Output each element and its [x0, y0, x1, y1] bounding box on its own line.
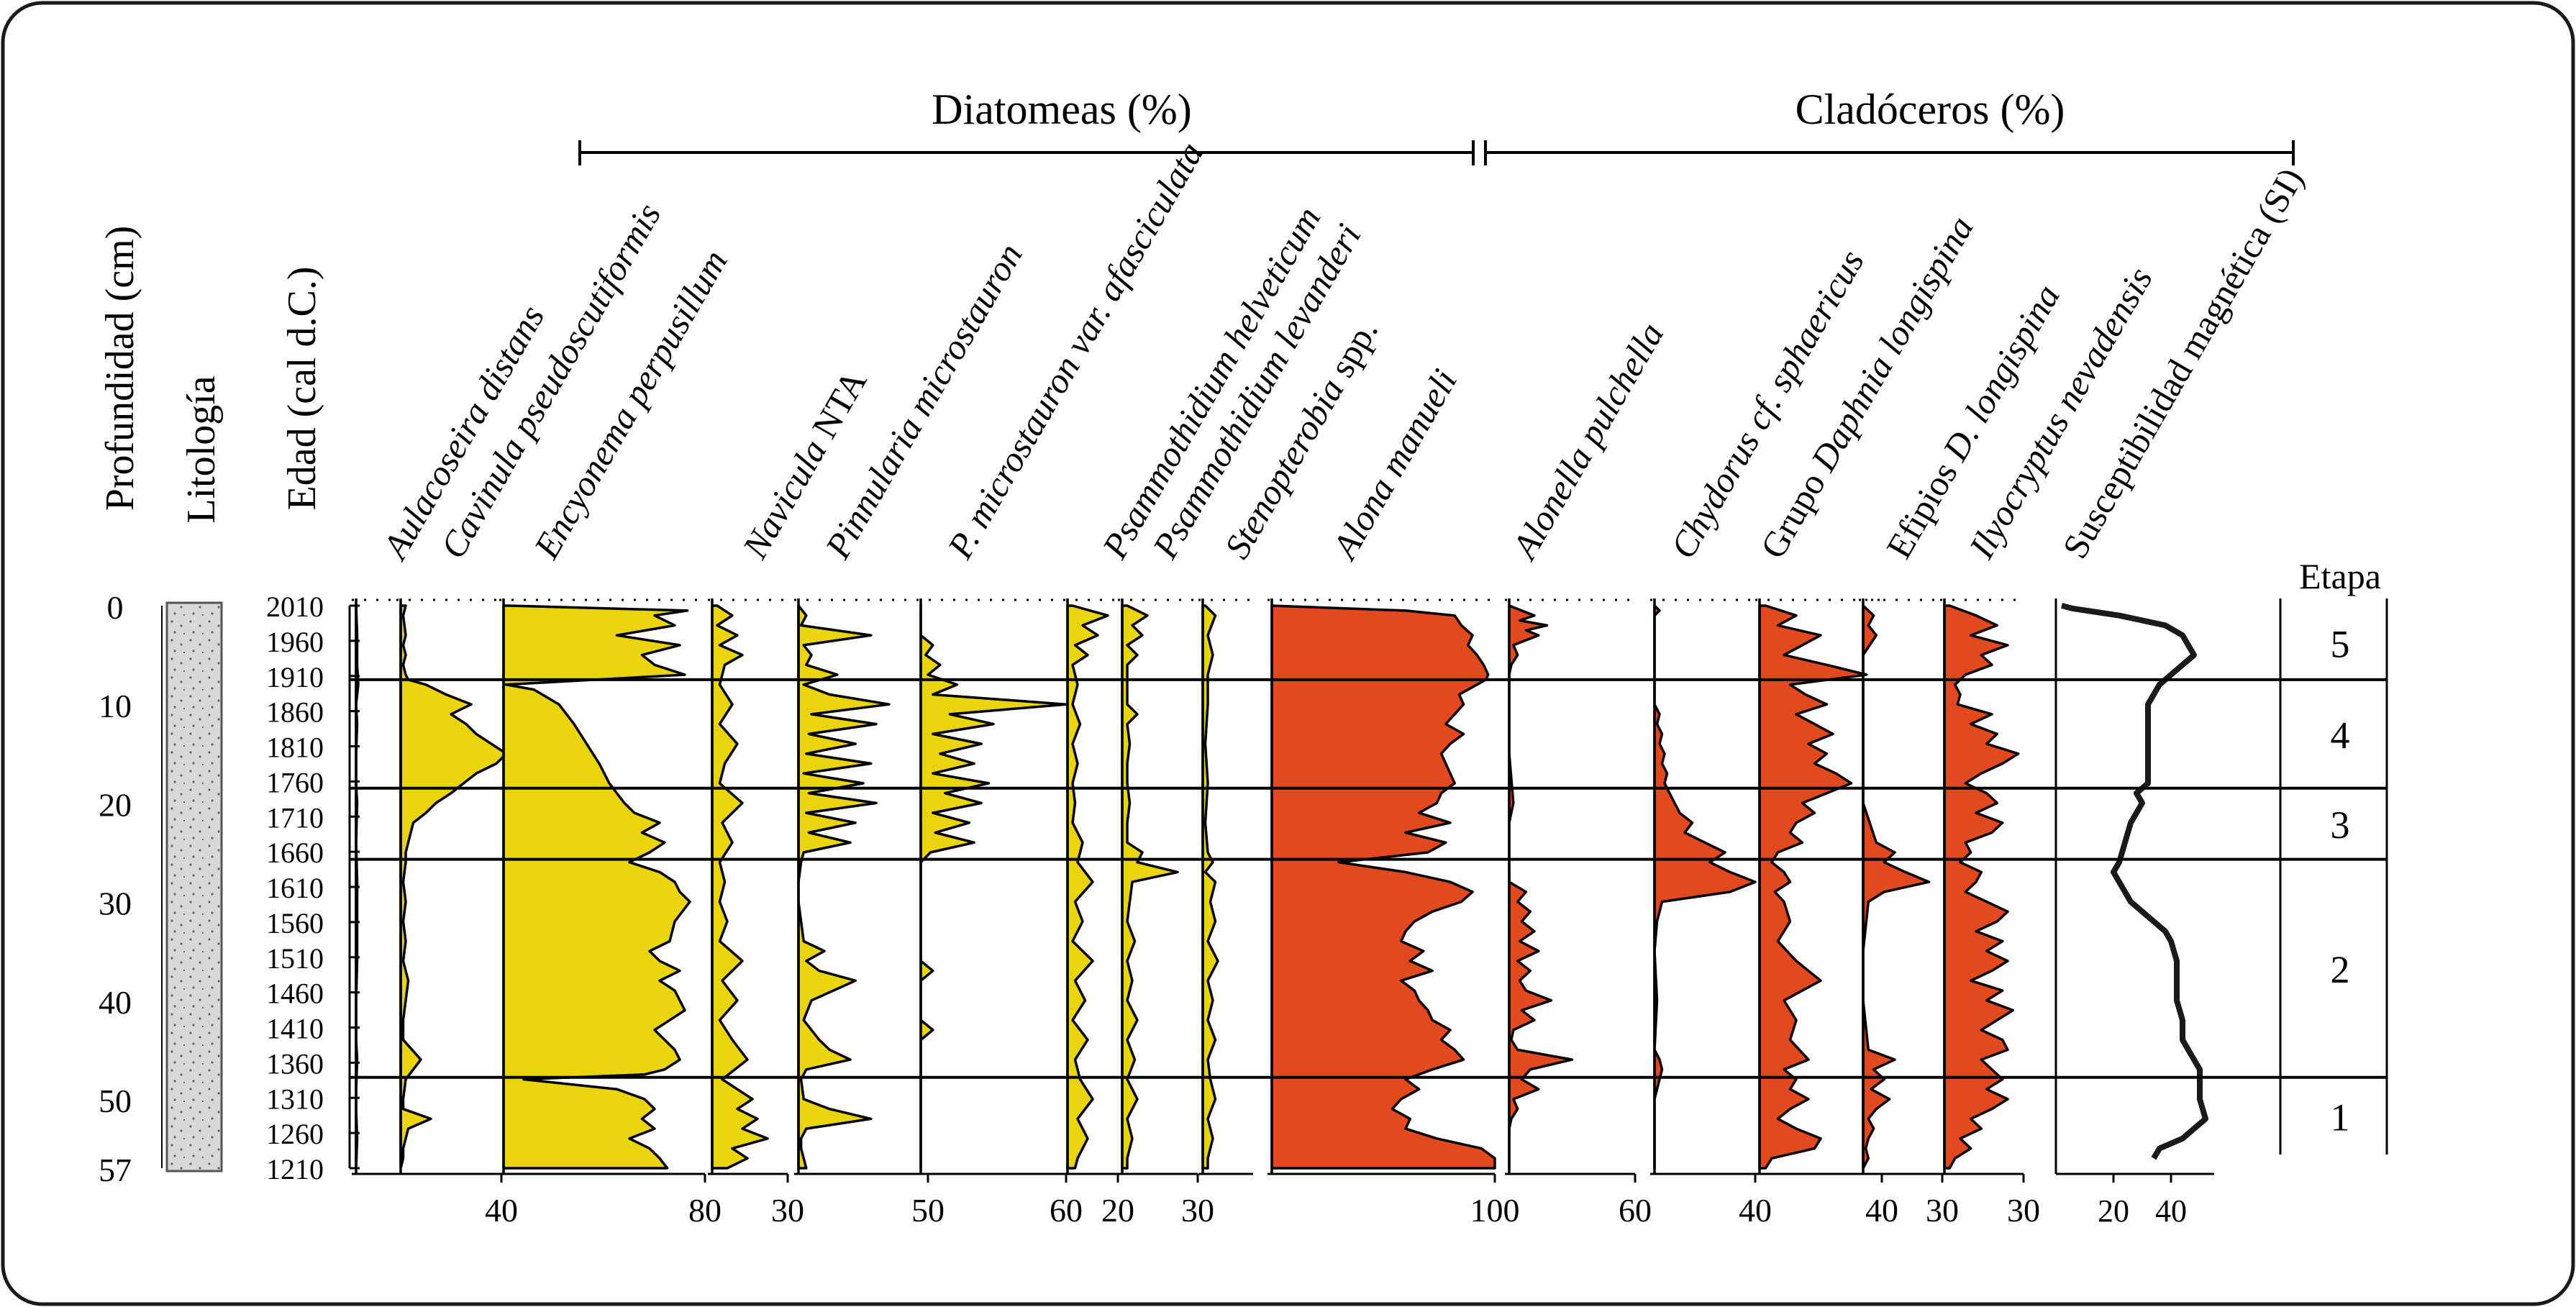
age-axis-title: Edad (cal d.C.) — [280, 267, 324, 511]
area-silhouette — [1653, 604, 1757, 1170]
age-tick-label: 1510 — [266, 942, 324, 975]
zone-number: 1 — [2331, 1096, 2350, 1139]
age-tick-label: 1960 — [266, 626, 324, 658]
age-tick-label: 1410 — [266, 1013, 324, 1045]
area-silhouette — [919, 604, 1068, 1170]
zone-number: 5 — [2331, 622, 2350, 665]
area-silhouette — [1121, 604, 1179, 1170]
x-tick-label: 60 — [1619, 1192, 1652, 1229]
depth-tick-label: 10 — [99, 688, 132, 724]
area-silhouette — [1066, 604, 1109, 1170]
area-silhouette — [502, 604, 691, 1170]
x-tick-label: 40 — [1739, 1192, 1772, 1229]
zone-number: 2 — [2331, 948, 2350, 991]
age-tick-label: 1260 — [266, 1118, 324, 1150]
age-tick-label: 1310 — [266, 1083, 324, 1115]
area-silhouette — [399, 604, 508, 1170]
zone-title: Etapa — [2299, 556, 2381, 596]
age-tick-label: 1860 — [266, 696, 324, 729]
x-tick-label: 80 — [688, 1192, 722, 1229]
susceptibility-curve — [2061, 603, 2208, 1160]
area-silhouette — [1943, 604, 2020, 1170]
group-label-diatomeas: Diatomeas (%) — [932, 86, 1192, 133]
age-tick-label: 1710 — [266, 801, 324, 834]
age-tick-label: 1360 — [266, 1047, 324, 1080]
x-tick-label: 30 — [1181, 1192, 1214, 1229]
x-tick-label: 30 — [1926, 1192, 1959, 1229]
x-tick-label: 60 — [1050, 1192, 1083, 1229]
area-silhouette — [797, 604, 891, 1170]
x-tick-label: 20 — [1101, 1192, 1134, 1229]
age-tick-label: 1910 — [266, 661, 324, 693]
age-tick-label: 1660 — [266, 837, 324, 869]
depth-tick-label: 57 — [99, 1152, 132, 1188]
x-tick-label: 40 — [1865, 1192, 1898, 1229]
group-label-cladoceros: Cladóceros (%) — [1796, 86, 2065, 133]
depth-tick-label: 50 — [99, 1083, 132, 1119]
age-tick-label: 1610 — [266, 872, 324, 904]
age-axis: 2010196019101860181017601710166016101560… — [266, 591, 360, 1185]
x-tick-label: 40 — [2155, 1193, 2187, 1229]
x-tick-label: 30 — [771, 1192, 804, 1229]
zone-number: 3 — [2331, 803, 2350, 847]
x-tick-label: 40 — [485, 1192, 518, 1229]
area-silhouette — [711, 604, 769, 1170]
depth-tick-label: 20 — [99, 786, 132, 823]
depth-tick-label: 0 — [107, 589, 124, 626]
x-tick-label: 50 — [911, 1192, 945, 1229]
depth-tick-label: 30 — [99, 885, 132, 922]
age-tick-label: 2010 — [266, 591, 324, 623]
age-tick-label: 1810 — [266, 732, 324, 764]
zone-number: 4 — [2331, 714, 2350, 757]
area-silhouette — [1758, 604, 1868, 1170]
lithology-column — [165, 601, 223, 1172]
x-tick-label: 20 — [2098, 1193, 2129, 1229]
area-silhouette — [1270, 604, 1496, 1170]
age-tick-label: 1560 — [266, 907, 324, 939]
depth-tick-label: 40 — [99, 984, 132, 1021]
depth-axis-title: Profundidad (cm) — [98, 226, 142, 511]
x-tick-label: 30 — [2007, 1192, 2040, 1229]
age-tick-label: 1760 — [266, 766, 324, 798]
zone-boundaries — [350, 678, 2387, 1079]
lithology-title: Litología — [179, 375, 224, 523]
x-tick-label: 100 — [1470, 1192, 1520, 1229]
depth-axis: 0 10 20 30 40 50 57 — [99, 589, 163, 1188]
age-tick-label: 1460 — [266, 978, 324, 1010]
area-silhouette — [1508, 604, 1574, 1170]
age-tick-label: 1210 — [266, 1153, 324, 1185]
group-header-diatomeas: Diatomeas (%) — [578, 86, 1475, 165]
zone-column: Etapa 5 4 3 2 1 — [2279, 556, 2388, 1155]
group-header-cladoceros: Cladóceros (%) — [1484, 86, 2295, 165]
area-silhouette — [1201, 604, 1219, 1170]
